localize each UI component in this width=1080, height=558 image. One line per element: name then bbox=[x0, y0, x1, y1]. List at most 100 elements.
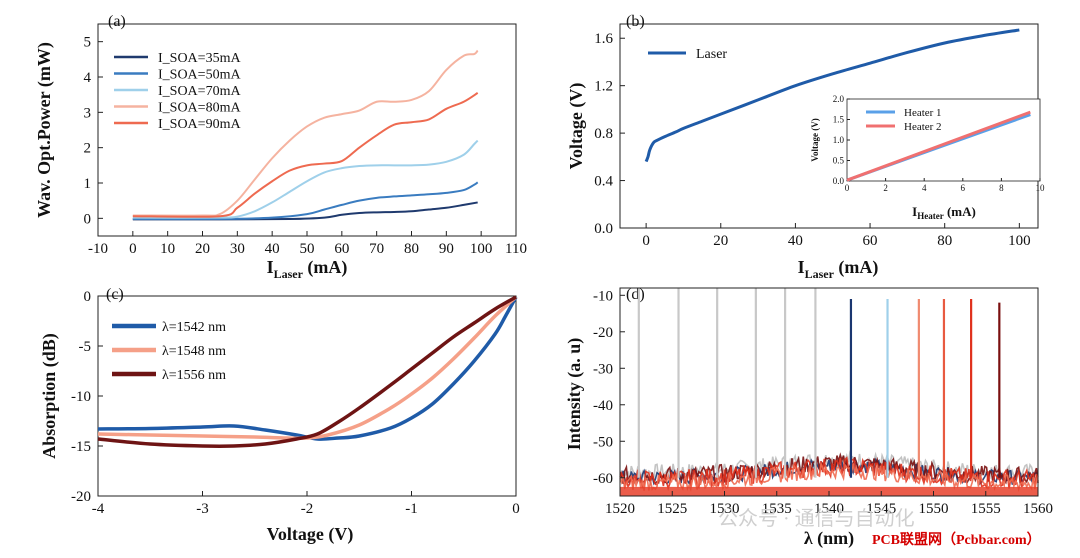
panel-a-xtick-label: 30 bbox=[230, 241, 245, 257]
panel-c-legend-label: λ=1548 nm bbox=[162, 344, 226, 359]
panel-b-xtick-label: 0 bbox=[642, 233, 650, 249]
panel-a-xtick-label: 110 bbox=[505, 241, 527, 257]
panel-c-xlabel: Voltage (V) bbox=[267, 524, 354, 545]
panel-a-xtick-label: 20 bbox=[195, 241, 210, 257]
panel-b-series-line bbox=[644, 28, 1020, 163]
inset-xlabel-unit: (mA) bbox=[944, 204, 976, 219]
panel-d-ytick-label: -40 bbox=[593, 398, 613, 414]
panel-d-ytick-label: -60 bbox=[593, 471, 613, 487]
inset-legend: Heater 1 Heater 2 bbox=[866, 107, 942, 133]
panel-c-xtick-label: 0 bbox=[512, 501, 520, 517]
panel-d-xtick-label: 1555 bbox=[971, 501, 1001, 517]
panel-b-ytick-label: 0.4 bbox=[594, 174, 613, 190]
panel-b-xtick-label: 20 bbox=[713, 233, 728, 249]
panel-d-xtick-label: 1530 bbox=[710, 501, 740, 517]
panel-d-peaks bbox=[637, 288, 1001, 478]
panel-a-xtick-label: 80 bbox=[404, 241, 419, 257]
panel-d-ticks: 1520 1525 1530 1535 1540 1545 1550 1555 1560 -10 -… bbox=[593, 288, 1053, 517]
panel-b-xtick-label: 100 bbox=[1008, 233, 1031, 249]
panel-a-xtick-label: 90 bbox=[439, 241, 454, 257]
panel-b-ylabel: Voltage (V) bbox=[566, 83, 587, 170]
panel-b-ytick-label: 0.8 bbox=[594, 126, 613, 142]
inset-series-line bbox=[846, 110, 1031, 182]
panel-c-legend: λ=1542 nm λ=1548 nm λ=1556 nm bbox=[112, 320, 226, 383]
panel-c-ytick-label: -5 bbox=[79, 339, 92, 355]
inset-ytick-label: 1.0 bbox=[833, 135, 845, 145]
panel-a-xtick-label: 70 bbox=[369, 241, 384, 257]
inset-legend-label: Heater 2 bbox=[904, 121, 942, 133]
panel-a-legend-label: I_SOA=90mA bbox=[158, 117, 241, 132]
inset-legend-label: Heater 1 bbox=[904, 107, 942, 119]
panel-c-series-line bbox=[97, 295, 518, 441]
panel-d-xtick-label: 1560 bbox=[1023, 501, 1053, 517]
watermark-faded: 公众号 · 通信与自动化 bbox=[718, 507, 915, 530]
panel-c-xtick-label: -4 bbox=[92, 501, 105, 517]
inset-xtick-label: 4 bbox=[922, 183, 927, 193]
panel-d-ytick-label: -50 bbox=[593, 434, 613, 450]
panel-a-xtick-label: 10 bbox=[160, 241, 175, 257]
panel-a-xlabel-main: I bbox=[267, 257, 274, 277]
panel-a-ytick-label: 3 bbox=[84, 105, 92, 121]
panel-a-series-line bbox=[132, 139, 479, 219]
panel-a: (a) Wav. Opt.Power (mW) ILaser (mA) -10 0… bbox=[34, 13, 527, 281]
inset-ytick-label: 2.0 bbox=[833, 94, 845, 104]
panel-c-xtick-label: -1 bbox=[405, 501, 418, 517]
panel-a-ytick-label: 0 bbox=[84, 211, 92, 227]
inset-xtick-label: 6 bbox=[961, 183, 966, 193]
panel-d-xtick-label: 1540 bbox=[814, 501, 844, 517]
inset-xtick-label: 8 bbox=[999, 183, 1004, 193]
panel-a-legend-label: I_SOA=80mA bbox=[158, 101, 241, 116]
panel-a-legend-label: I_SOA=35mA bbox=[158, 51, 241, 66]
panel-b-xlabel: ILaser (mA) bbox=[798, 257, 879, 281]
panel-a-ticks: -10 0 10 20 30 40 50 60 70 80 90 100 110 0 1 2 3 4 5 bbox=[84, 35, 527, 257]
panel-c-label: (c) bbox=[106, 286, 124, 303]
panel-a-xtick-label: 60 bbox=[334, 241, 349, 257]
inset-ylabel: Voltage (V) bbox=[810, 118, 820, 161]
watermark-text: PCB联盟网（Pcbbar.com） bbox=[872, 532, 1041, 548]
panel-a-xtick-label: 40 bbox=[265, 241, 280, 257]
panel-a-series-line bbox=[132, 181, 479, 221]
panel-d-xtick-label: 1535 bbox=[762, 501, 792, 517]
panel-a-ytick-label: 2 bbox=[84, 141, 92, 157]
panel-d-xlabel: λ (nm) bbox=[804, 528, 854, 549]
panel-d-xtick-label: 1550 bbox=[919, 501, 949, 517]
panel-a-lines bbox=[132, 49, 479, 221]
inset-lines bbox=[846, 110, 1031, 182]
panel-b-xtick-label: 40 bbox=[788, 233, 803, 249]
panel-d-label: (d) bbox=[626, 286, 645, 303]
panel-d-ytick-label: -20 bbox=[593, 325, 613, 341]
panel-b-label: (b) bbox=[626, 13, 645, 30]
panel-d-xtick-label: 1525 bbox=[657, 501, 687, 517]
panel-a-ylabel: Wav. Opt.Power (mW) bbox=[34, 42, 55, 218]
panel-b-legend: Laser bbox=[648, 47, 727, 62]
inset-xtick-label: 2 bbox=[883, 183, 888, 193]
panel-a-xtick-label: 100 bbox=[470, 241, 493, 257]
panel-b-xlabel-main: I bbox=[798, 257, 805, 277]
inset-xlabel-main: I bbox=[912, 204, 917, 219]
panel-b: (b) Voltage (V) ILaser (mA) 0 20 40 60 80 100… bbox=[566, 13, 1045, 281]
panel-d-ylabel: Intensity (a. u) bbox=[564, 338, 585, 451]
inset-xtick-label: 0 bbox=[845, 183, 850, 193]
panel-a-ytick-label: 4 bbox=[84, 70, 92, 86]
panel-b-legend-label: Laser bbox=[696, 47, 727, 62]
panel-a-xlabel-sub: Laser bbox=[274, 267, 304, 281]
panel-c-ylabel: Absorption (dB) bbox=[39, 333, 60, 459]
panel-c-xtick-label: -3 bbox=[196, 501, 209, 517]
panel-a-label: (a) bbox=[108, 13, 126, 30]
panel-a-xtick-label: 50 bbox=[300, 241, 315, 257]
panel-a-xlabel: ILaser (mA) bbox=[267, 257, 348, 281]
panel-c-series-line bbox=[97, 296, 518, 441]
panel-c-ytick-label: 0 bbox=[84, 289, 92, 305]
panel-d-ytick-label: -30 bbox=[593, 361, 613, 377]
panel-c-ticks: -4 -3 -2 -1 0-20-15-10-50 bbox=[71, 289, 520, 517]
panel-a-ytick-label: 5 bbox=[84, 35, 92, 51]
panel-d-xtick-label: 1520 bbox=[605, 501, 635, 517]
inset-xtick-label: 10 bbox=[1036, 183, 1046, 193]
panel-a-xtick-label: -10 bbox=[88, 241, 108, 257]
panel-c-series-line bbox=[97, 295, 517, 448]
panel-b-ytick-label: 1.2 bbox=[594, 79, 613, 95]
panel-c-ytick-label: -15 bbox=[71, 439, 91, 455]
panel-d-xtick-label: 1545 bbox=[866, 501, 896, 517]
